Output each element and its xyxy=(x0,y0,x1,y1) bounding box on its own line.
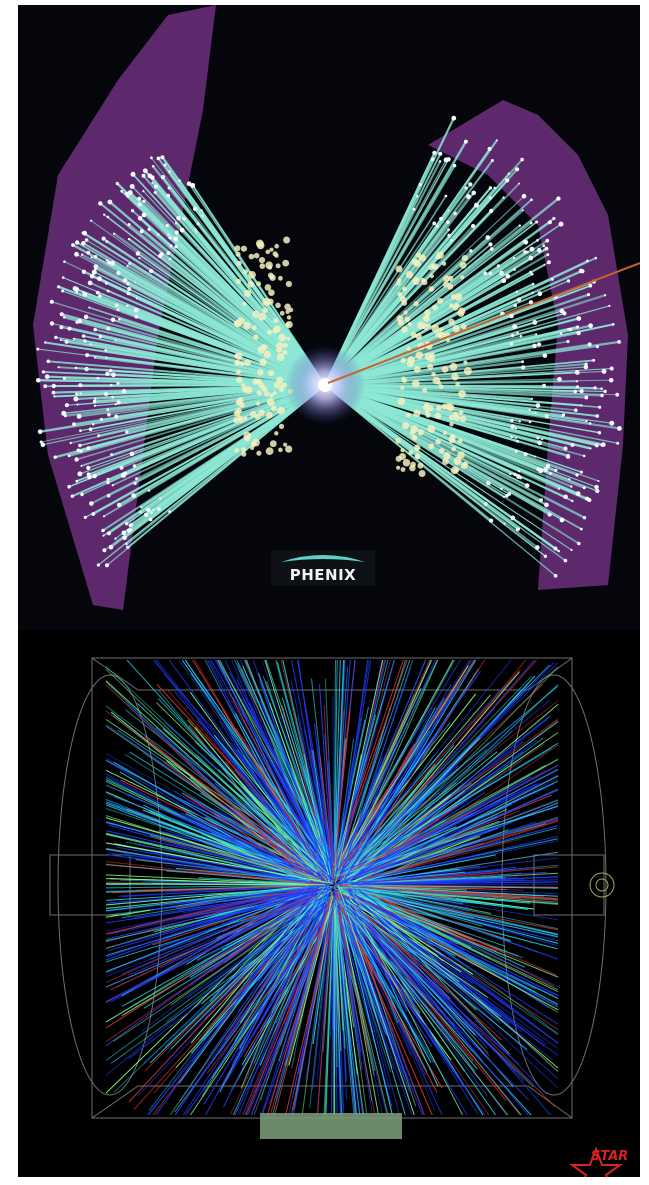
star-logo-text: STAR xyxy=(591,1149,629,1164)
star-track-lines xyxy=(105,659,559,1116)
phenix-event-display: PHENIX xyxy=(18,5,640,630)
collision-image-frame: PHENIX STAR xyxy=(18,5,640,1177)
star-beam-pipe-base xyxy=(260,1113,402,1139)
orange-track xyxy=(327,262,640,384)
star-logo-icon xyxy=(570,1146,624,1177)
star-event-display: STAR xyxy=(18,630,640,1177)
phenix-hit-dots xyxy=(36,115,622,578)
phenix-detector-graphic xyxy=(33,5,640,610)
collision-vertex xyxy=(318,378,332,392)
right-detector-frame xyxy=(428,100,628,590)
phenix-logo: PHENIX xyxy=(271,550,375,586)
star-detector-graphic xyxy=(49,657,615,1139)
phenix-logo-text: PHENIX xyxy=(289,566,357,584)
phenix-swoosh-icon xyxy=(281,555,365,562)
